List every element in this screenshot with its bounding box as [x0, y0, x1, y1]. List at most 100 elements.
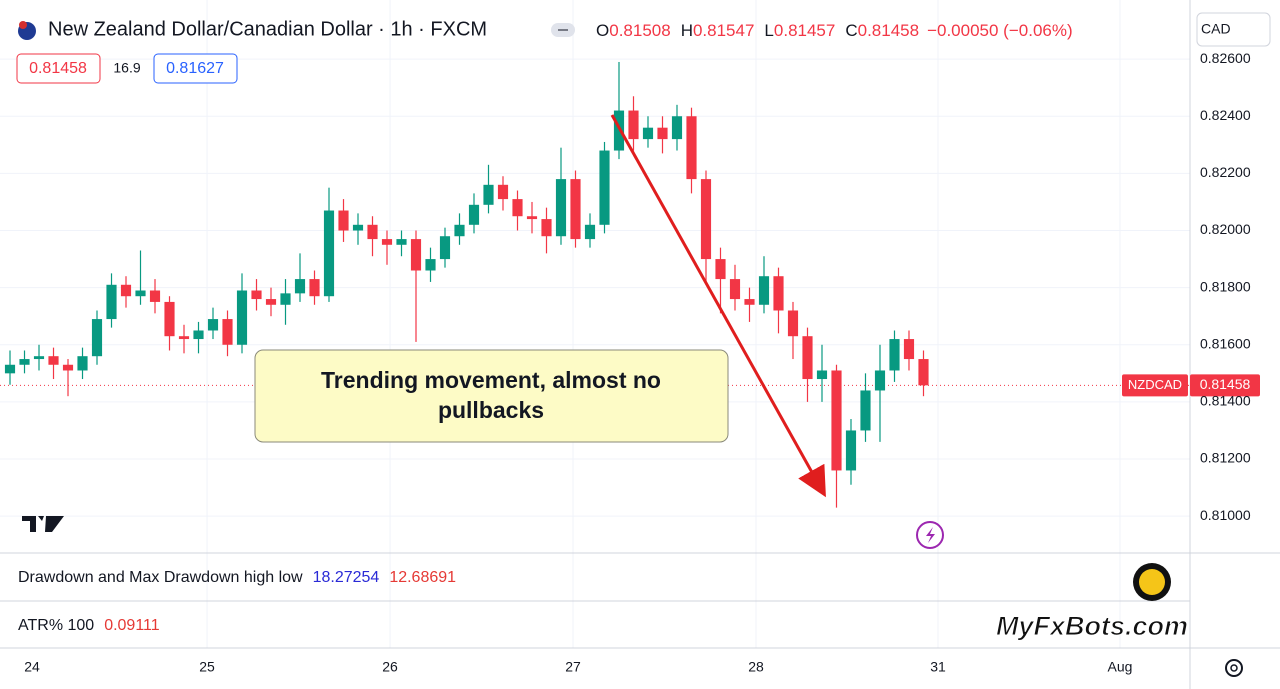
candle-body: [758, 276, 770, 305]
x-tick-label: Aug: [1108, 659, 1133, 675]
indicator-legend: Drawdown and Max Drawdown high low 18.272…: [18, 569, 456, 586]
candle-body: [91, 319, 103, 357]
ohlc-value: 0.81547: [693, 21, 754, 40]
candle-body: [700, 179, 712, 260]
candle-body: [135, 290, 146, 297]
candle-body: [787, 310, 799, 337]
candle-body: [555, 179, 567, 237]
ohlc-label: H: [681, 21, 693, 40]
candle-body: [410, 239, 422, 271]
candle-body: [874, 370, 886, 391]
candle-body: [657, 127, 668, 140]
ohlc-label: O: [596, 21, 609, 40]
candle-body: [77, 356, 88, 371]
candle-body: [831, 370, 842, 471]
candle-body: [178, 336, 190, 340]
candle-body: [62, 364, 74, 371]
bid-price: 0.81458: [29, 60, 87, 77]
y-tick-label: 0.82400: [1200, 107, 1251, 123]
candle-body: [541, 219, 552, 237]
currency-button[interactable]: [1196, 12, 1271, 47]
candle-body: [512, 199, 523, 217]
candle-body: [425, 259, 436, 271]
candle-body: [729, 279, 741, 300]
candle-body: [918, 359, 929, 386]
ask-price: 0.81627: [166, 60, 224, 77]
candle-body: [323, 210, 335, 297]
overlay: NZDCAD 0.81458: [1122, 374, 1260, 397]
candle-body: [570, 179, 581, 240]
flag-icon: [19, 21, 27, 29]
candle-body: [19, 359, 30, 365]
annotation-text: Trending movement, almost no: [321, 367, 661, 393]
candle-body: [149, 290, 161, 302]
y-tick-label: 0.81000: [1200, 507, 1251, 523]
y-tick-label: 0.82200: [1200, 164, 1251, 180]
watermark: MyFxBots.com: [996, 611, 1188, 641]
candle-body: [454, 224, 465, 237]
candle-body: [903, 339, 915, 360]
annotation-box: [254, 349, 729, 443]
ohlc-value: 0.81458: [858, 21, 919, 40]
candle-body: [251, 290, 262, 300]
indicator-legend: ATR% 100 0.09111: [18, 617, 160, 634]
candle-body: [120, 284, 132, 297]
candle-body: [802, 336, 813, 380]
sell-box[interactable]: [16, 53, 101, 84]
candle-body: [4, 364, 16, 374]
candle-body: [164, 301, 175, 337]
ohlc-readout: O0.81508 H0.81547 L0.81457 C0.81458 −0.00050…: [596, 21, 1073, 40]
candle-body: [338, 210, 349, 231]
y-tick-label: 0.81200: [1200, 450, 1251, 466]
candle-body: [367, 224, 378, 240]
candles: [4, 61, 929, 508]
candle-body: [889, 339, 900, 371]
y-tick-label: 0.81800: [1200, 278, 1251, 294]
candle-body: [526, 216, 538, 220]
candle-body: [845, 430, 857, 471]
price-tag: [1190, 374, 1260, 397]
candle-body: [396, 239, 407, 245]
candle-body: [715, 259, 726, 280]
indicator-value: 0.09111: [104, 617, 160, 634]
candle-body: [671, 116, 683, 140]
candle-body: [381, 239, 393, 245]
settings-icon: [1230, 664, 1238, 672]
y-tick-label: 0.81400: [1200, 393, 1251, 409]
watermark-logo: [1139, 569, 1165, 595]
change: −0.00050 (−0.06%): [927, 21, 1073, 40]
indicator-name: ATR% 100: [18, 617, 94, 634]
candle-body: [48, 356, 59, 365]
x-tick-label: 25: [199, 659, 215, 675]
candle-body: [439, 236, 451, 260]
candle-body: [628, 110, 639, 140]
x-tick-label: 27: [565, 659, 581, 675]
candle-body: [280, 293, 291, 305]
y-tick-label: 0.82600: [1200, 50, 1251, 66]
settings-icon[interactable]: [1225, 659, 1243, 677]
spread: 16.9: [113, 60, 140, 76]
symbol-label: NZDCAD: [1128, 377, 1182, 392]
buy-box[interactable]: [153, 53, 238, 84]
lightning-icon: [926, 527, 935, 543]
y-tick-label: 0.81600: [1200, 335, 1251, 351]
candle-body: [584, 224, 596, 240]
candle-body: [816, 370, 828, 380]
chart-title: New Zealand Dollar/Canadian Dollar · 1h …: [48, 18, 487, 40]
ohlc-label: C: [845, 21, 857, 40]
candle-body: [309, 279, 320, 297]
candle-body: [193, 330, 204, 340]
annotation-text: pullbacks: [438, 397, 544, 423]
tv-logo: [22, 516, 64, 532]
candle-body: [222, 319, 233, 345]
candle-body: [773, 276, 784, 311]
ohlc-value: 0.81457: [774, 21, 835, 40]
symbol-tag: [1122, 374, 1188, 397]
candle-body: [744, 299, 755, 305]
candle-body: [483, 184, 494, 205]
last-price-label: 0.81458: [1200, 376, 1251, 392]
candle-body: [294, 279, 306, 294]
candle-body: [497, 184, 509, 200]
candle-body: [468, 204, 480, 225]
